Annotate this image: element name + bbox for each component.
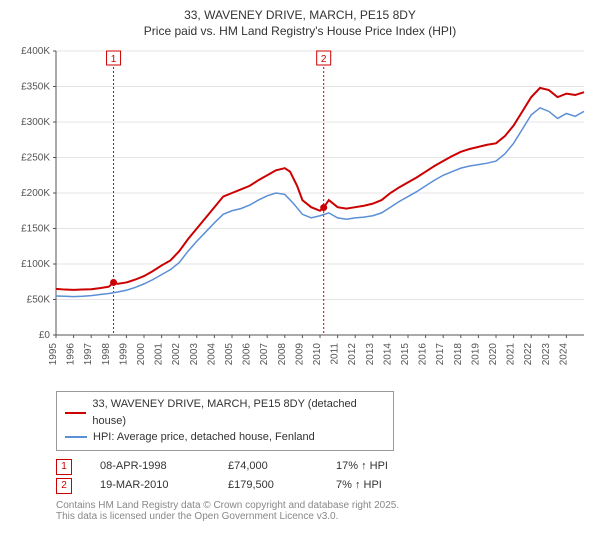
sale-marker-2: 2 — [321, 54, 327, 65]
title-line-1: 33, WAVENEY DRIVE, MARCH, PE15 8DY — [8, 8, 592, 24]
y-tick-label: £400K — [21, 46, 50, 57]
sale-price: £179,500 — [228, 476, 308, 496]
y-tick-label: £50K — [27, 295, 51, 306]
x-tick-label: 2022 — [523, 343, 534, 366]
series-price_paid — [56, 88, 584, 290]
x-tick-label: 2024 — [558, 343, 569, 366]
sales-table: 1 08-APR-1998 £74,000 17% ↑ HPI 2 19-MAR-2010… — [56, 457, 592, 497]
legend-label: HPI: Average price, detached house, Fenl… — [93, 429, 315, 446]
legend-swatch — [65, 436, 87, 438]
x-tick-label: 2017 — [435, 343, 446, 366]
footnote: Contains HM Land Registry data © Crown c… — [56, 500, 592, 522]
y-tick-label: £350K — [21, 82, 50, 93]
price-chart: £0 £50K £100K £150K £200K £250K £300K £350K £400… — [8, 45, 592, 385]
x-tick-label: 2015 — [400, 343, 411, 366]
x-tick-label: 1998 — [101, 343, 112, 366]
x-tick-label: 2001 — [154, 343, 165, 366]
title-line-2: Price paid vs. HM Land Registry's House … — [8, 24, 592, 40]
sale-marker-badge: 1 — [56, 459, 72, 475]
legend-item-1: HPI: Average price, detached house, Fenl… — [65, 429, 385, 446]
y-tick-label: £150K — [21, 224, 50, 235]
legend-item-0: 33, WAVENEY DRIVE, MARCH, PE15 8DY (deta… — [65, 396, 385, 429]
sale-note: 7% ↑ HPI — [336, 476, 382, 496]
y-tick-label: £0 — [39, 330, 51, 341]
x-tick-label: 2023 — [541, 343, 552, 366]
x-tick-label: 2012 — [347, 343, 358, 366]
sale-note: 17% ↑ HPI — [336, 457, 388, 477]
x-tick-label: 2013 — [365, 343, 376, 366]
x-tick-label: 2009 — [294, 343, 305, 366]
chart-title: 33, WAVENEY DRIVE, MARCH, PE15 8DY Price… — [8, 8, 592, 39]
x-tick-label: 2003 — [189, 343, 200, 366]
x-tick-label: 2010 — [312, 343, 323, 366]
x-tick-label: 2004 — [206, 343, 217, 366]
sale-date: 08-APR-1998 — [100, 457, 200, 477]
sale-marker-badge: 2 — [56, 478, 72, 494]
x-tick-label: 1999 — [118, 343, 129, 366]
x-tick-label: 2018 — [453, 343, 464, 366]
x-tick-label: 2021 — [506, 343, 517, 366]
x-tick-label: 2011 — [330, 343, 341, 365]
y-tick-label: £300K — [21, 117, 50, 128]
x-tick-label: 2002 — [171, 343, 182, 366]
x-tick-label: 1997 — [83, 343, 94, 366]
sale-row-1: 1 08-APR-1998 £74,000 17% ↑ HPI — [56, 457, 592, 477]
x-tick-label: 2008 — [277, 343, 288, 366]
x-tick-label: 1995 — [48, 343, 59, 366]
y-tick-label: £250K — [21, 153, 50, 164]
x-tick-label: 2020 — [488, 343, 499, 366]
x-tick-label: 2016 — [418, 343, 429, 366]
y-tick-label: £200K — [21, 188, 50, 199]
x-tick-label: 2005 — [224, 343, 235, 366]
footnote-line-1: Contains HM Land Registry data © Crown c… — [56, 500, 592, 511]
sale-date: 19-MAR-2010 — [100, 476, 200, 496]
x-tick-label: 2000 — [136, 343, 147, 366]
legend: 33, WAVENEY DRIVE, MARCH, PE15 8DY (deta… — [56, 391, 394, 451]
x-tick-label: 2019 — [470, 343, 481, 366]
y-tick-label: £100K — [21, 259, 50, 270]
sale-row-2: 2 19-MAR-2010 £179,500 7% ↑ HPI — [56, 476, 592, 496]
sale-price: £74,000 — [228, 457, 308, 477]
footnote-line-2: This data is licensed under the Open Gov… — [56, 511, 592, 522]
x-tick-label: 2007 — [259, 343, 270, 366]
legend-label: 33, WAVENEY DRIVE, MARCH, PE15 8DY (deta… — [92, 396, 385, 429]
legend-swatch — [65, 412, 86, 414]
sale-marker-1: 1 — [111, 54, 117, 65]
x-tick-label: 2014 — [382, 343, 393, 366]
x-tick-label: 1996 — [66, 343, 77, 366]
x-tick-label: 2006 — [242, 343, 253, 366]
